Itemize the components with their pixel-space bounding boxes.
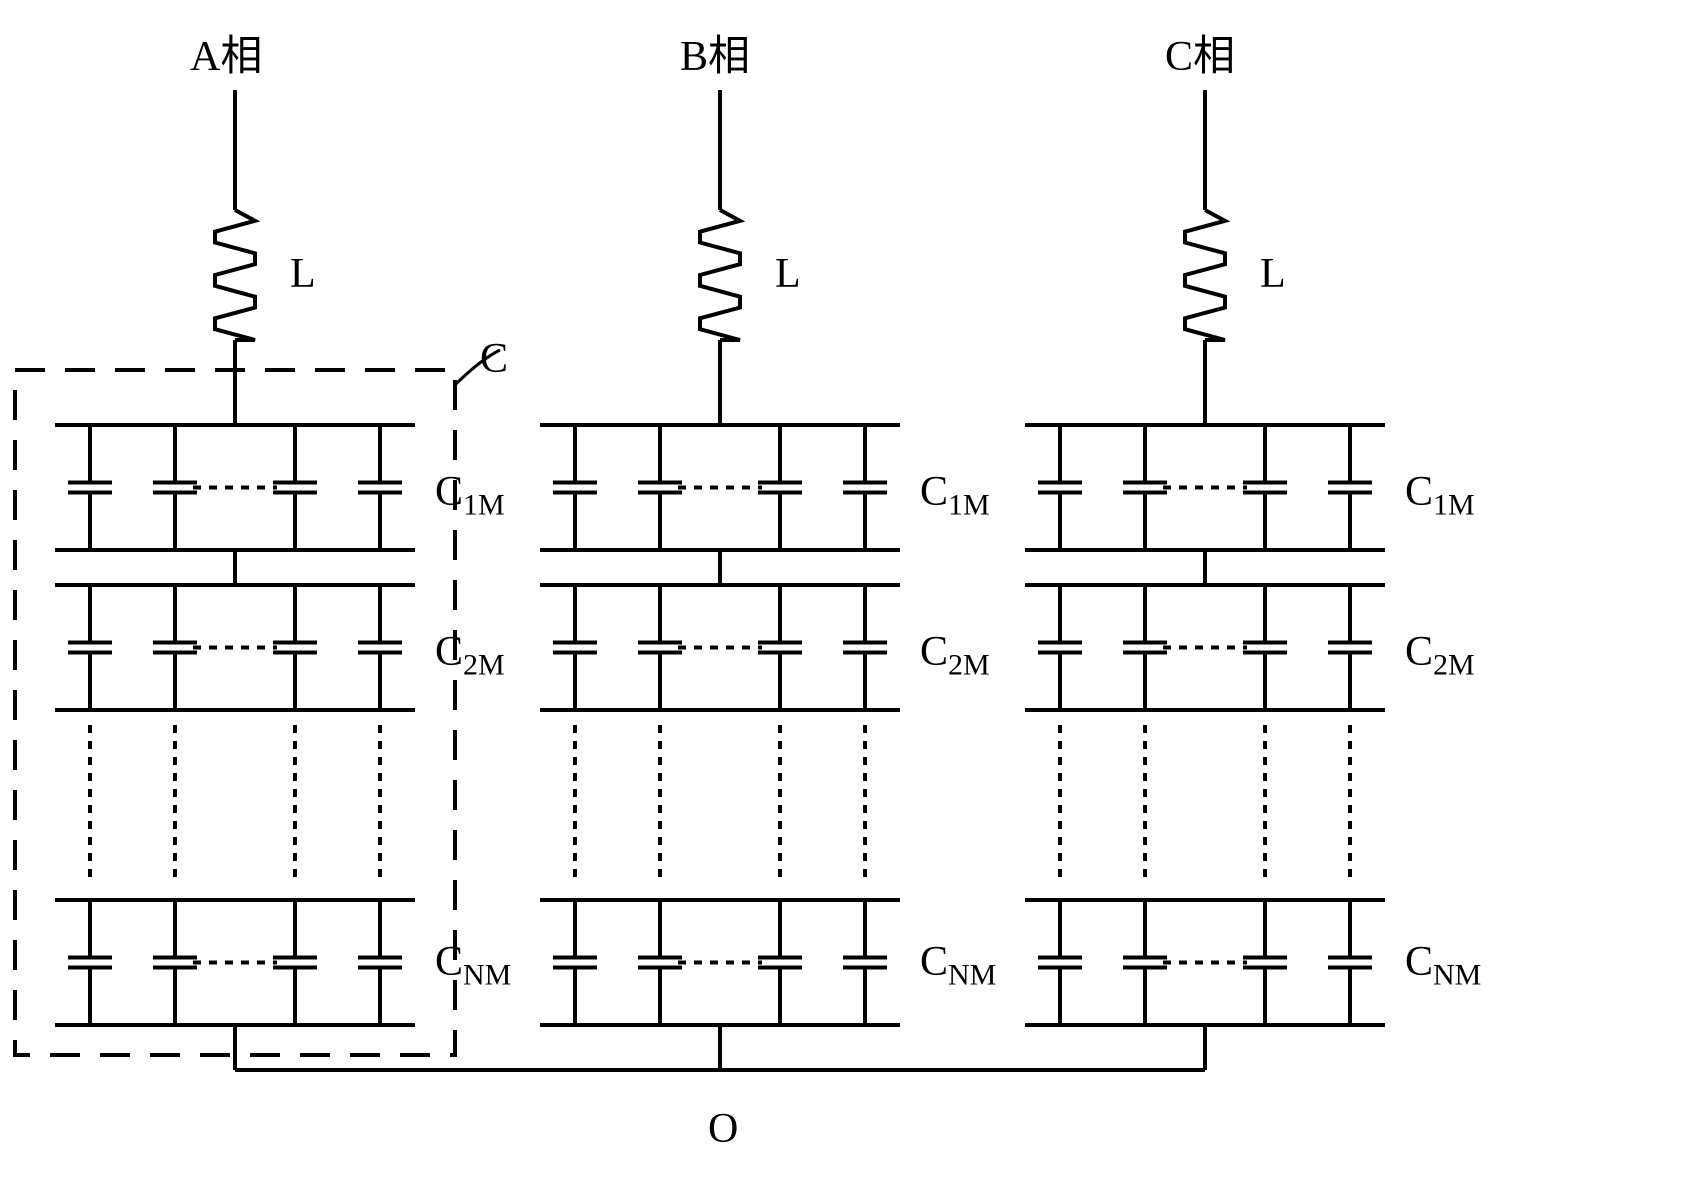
inductor-label-c: L (1260, 250, 1286, 298)
cap-label-b-n: CNM (920, 938, 996, 992)
circuit-svg (0, 0, 1688, 1192)
phase-a-title: A相 (190, 22, 262, 83)
cap-label-a-2: C2M (435, 628, 505, 682)
cap-label-c-1: C1M (1405, 468, 1475, 522)
cap-label-c-2: C2M (1405, 628, 1475, 682)
inductor-label-a: L (290, 250, 316, 298)
neutral-label: O (708, 1105, 738, 1153)
phase-b-title: B相 (680, 22, 750, 83)
cap-label-a-1: C1M (435, 468, 505, 522)
phase-c-title: C相 (1165, 22, 1235, 83)
cap-label-a-n: CNM (435, 938, 511, 992)
cap-label-c-n: CNM (1405, 938, 1481, 992)
inductor-label-b: L (775, 250, 801, 298)
cap-label-b-2: C2M (920, 628, 990, 682)
cap-label-b-1: C1M (920, 468, 990, 522)
dashed-box-label: C (480, 335, 508, 383)
